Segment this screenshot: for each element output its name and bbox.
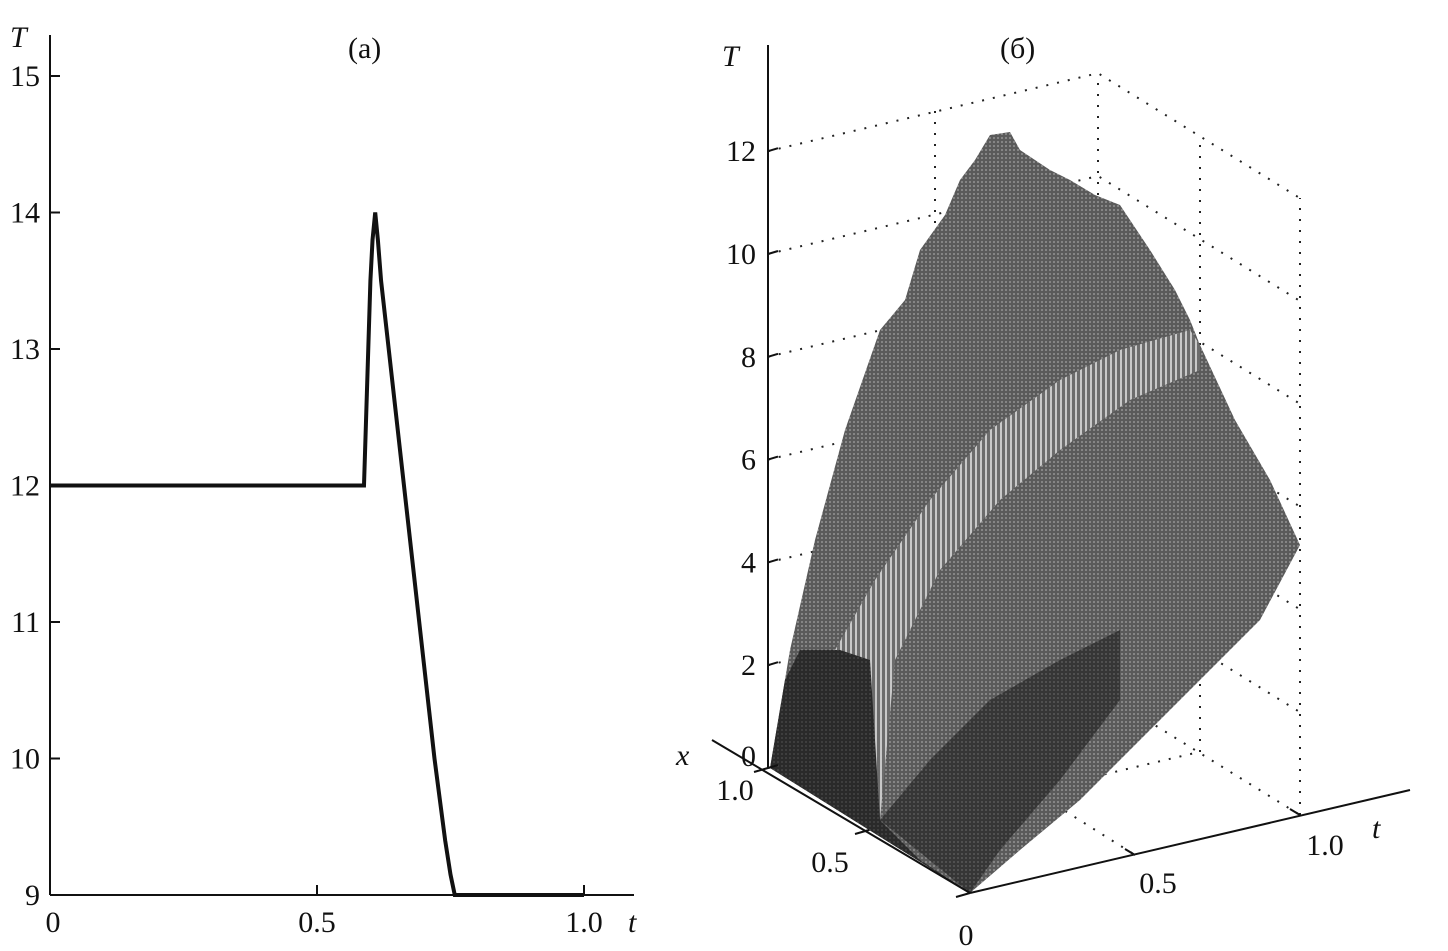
z-tick-label: 10 (726, 238, 756, 271)
z-tick (767, 661, 779, 667)
t-tick (1289, 808, 1301, 816)
z-tick-label: 8 (741, 341, 756, 374)
t-axis-label: t (1372, 812, 1381, 845)
z-axis-label: T (722, 40, 741, 73)
z-tick (767, 558, 779, 564)
x-axis-label: t (628, 906, 637, 939)
panel-title-a: (а) (348, 32, 381, 65)
x-tick-label: 0 (46, 906, 61, 939)
t-axis (969, 789, 1411, 894)
y-tick-label: 14 (10, 197, 40, 230)
z-tick-label: 0 (741, 740, 756, 773)
surface-chart-b: 0 2 4 6 8 10 12 0 0.5 1.0 0.5 1.0 T x t (б) (675, 32, 1411, 951)
t-tick (1124, 848, 1136, 856)
y-tick-label: 11 (11, 606, 40, 639)
y-tick-label: 12 (10, 470, 40, 503)
x-tick-label: 1.0 (565, 906, 603, 939)
x-tick (753, 767, 769, 773)
y-tick-label: 15 (10, 60, 40, 93)
series-line (50, 212, 584, 897)
line-chart-a: 9 10 11 12 13 14 15 0 0.5 1.0 T t (а) (10, 21, 637, 939)
z-tick (767, 352, 779, 358)
y-tick-label: 9 (25, 879, 40, 912)
surface-dark-front (880, 630, 1120, 893)
y-axis-label: T (10, 21, 29, 54)
x-axis-label: x (675, 739, 690, 772)
x-tick (854, 829, 870, 835)
y-tick-label: 13 (10, 333, 40, 366)
t-tick-label: 1.0 (1306, 829, 1344, 862)
x-tick-label: 0.5 (298, 906, 336, 939)
surface-dark-base (770, 650, 970, 893)
z-tick (767, 250, 779, 255)
z-tick-label: 12 (726, 135, 756, 168)
x-tick-label: 0.5 (811, 846, 849, 879)
surface (770, 132, 1300, 893)
x-tick-label: 0 (959, 919, 974, 951)
z-tick (767, 147, 779, 153)
panel-title-b: (б) (1000, 32, 1035, 65)
y-tick-label: 10 (10, 743, 40, 776)
x-axis (711, 739, 971, 894)
z-tick-label: 6 (741, 444, 756, 477)
z-tick-label: 2 (741, 649, 756, 682)
x-tick-label: 1.0 (716, 774, 754, 807)
x-tick (955, 892, 971, 898)
t-tick-label: 0.5 (1139, 867, 1177, 900)
z-tick (767, 764, 779, 769)
z-tick-label: 4 (741, 546, 756, 579)
z-tick (767, 455, 779, 461)
surface-body (770, 132, 1300, 893)
